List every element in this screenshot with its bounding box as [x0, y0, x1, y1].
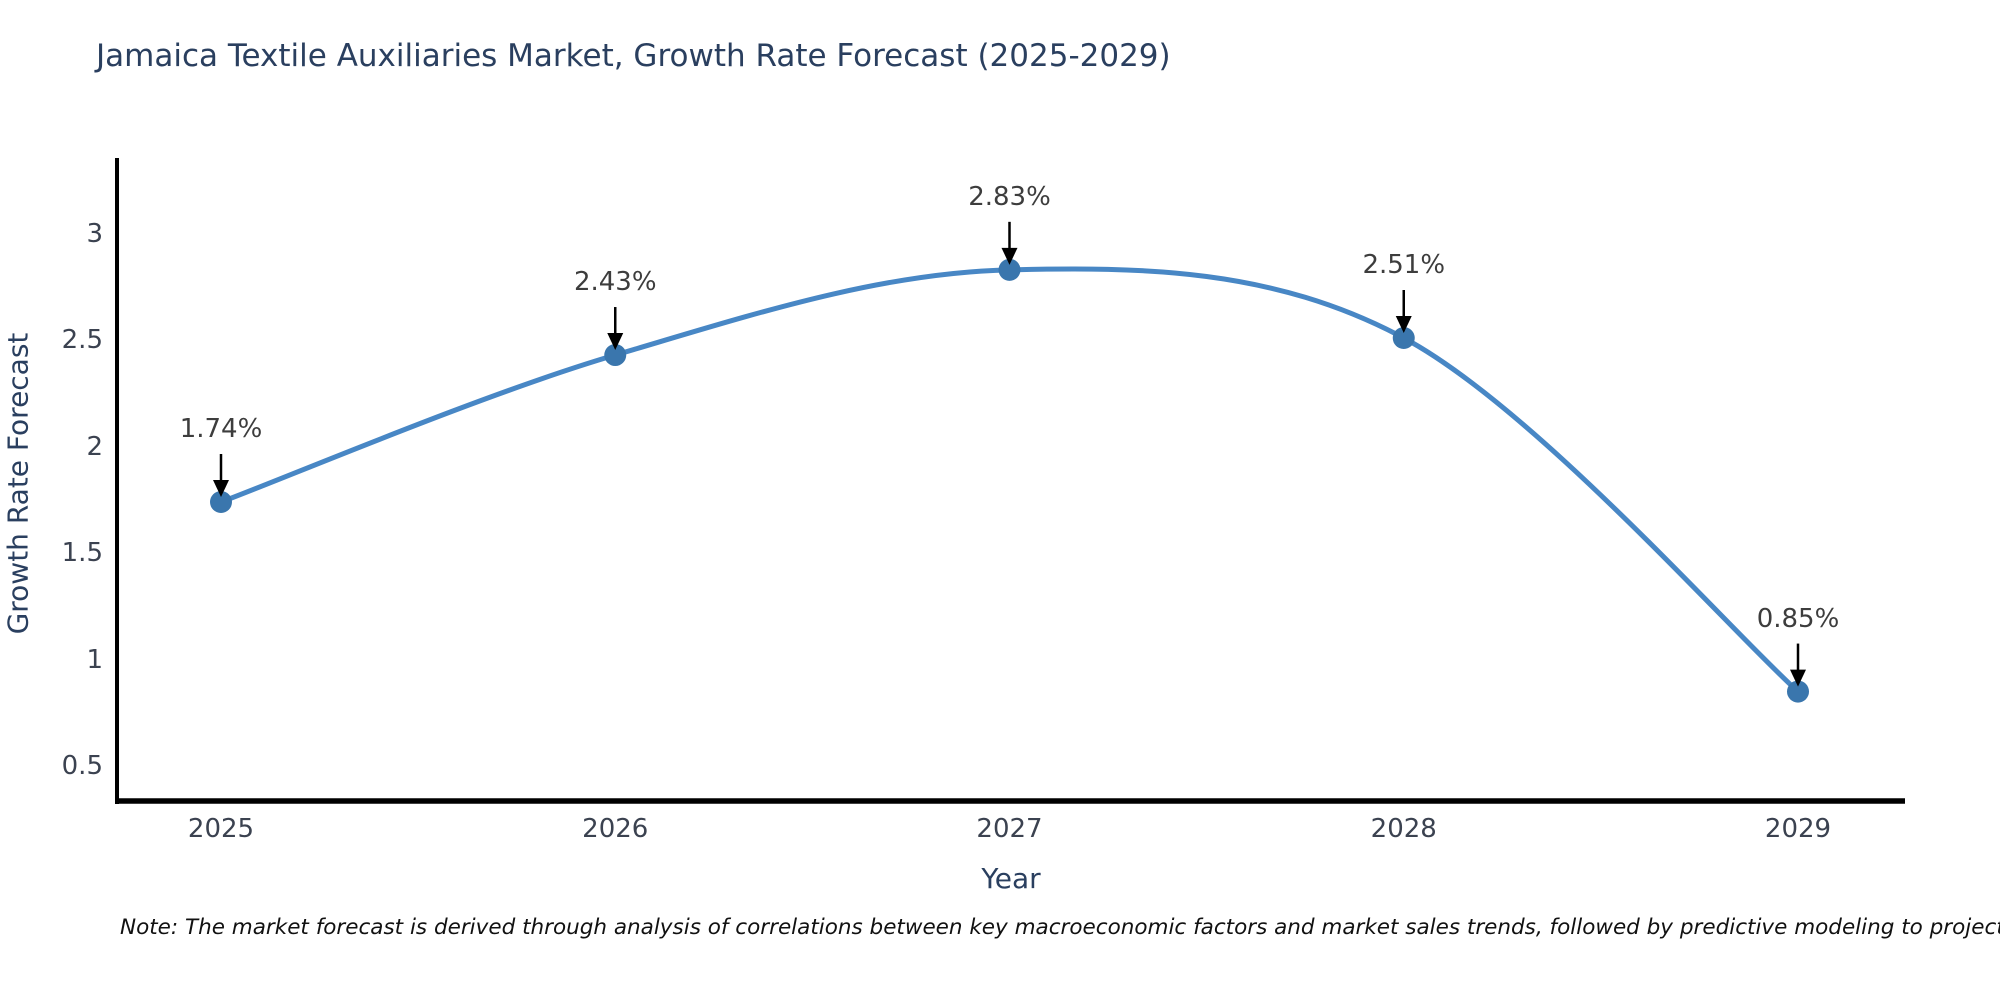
y-tick-label: 1.5 — [61, 538, 103, 569]
footnote: Note: The market forecast is derived thr… — [120, 915, 2000, 940]
data-point-marker — [1787, 680, 1809, 703]
chart-title: Jamaica Textile Auxiliaries Market, Grow… — [96, 38, 1171, 74]
y-tick-label: 2 — [86, 431, 103, 462]
x-axis-title: Year — [981, 862, 1041, 895]
annotation-arrow-head — [213, 480, 229, 497]
data-point-marker — [998, 258, 1021, 281]
data-point-marker — [210, 491, 232, 513]
forecast-line — [220, 266, 1800, 694]
y-tick-label: 2.5 — [61, 325, 103, 356]
x-tick-label: 2025 — [187, 814, 255, 844]
data-point-marker — [1392, 326, 1415, 349]
data-point-value-label: 0.85% — [1756, 603, 1840, 634]
y-tick-label: 1 — [86, 644, 103, 675]
data-point-value-label: 1.74% — [179, 414, 263, 444]
y-tick-label: 3 — [86, 218, 103, 249]
annotation-arrow-head — [607, 333, 624, 351]
x-tick-label: 2026 — [582, 814, 649, 844]
annotation-arrow-head — [1395, 315, 1412, 333]
x-tick-label: 2029 — [1764, 814, 1832, 844]
data-point-value-label: 2.43% — [573, 267, 657, 298]
annotation-arrow-head — [1001, 247, 1018, 265]
y-axis-title: Growth Rate Forecast — [1, 332, 35, 635]
x-tick-label: 2027 — [976, 814, 1043, 844]
data-point-value-label: 2.83% — [968, 181, 1051, 212]
annotation-arrow-head — [1790, 669, 1806, 687]
x-tick-label: 2028 — [1370, 814, 1437, 844]
y-tick-label: 0.5 — [61, 751, 103, 782]
data-point-marker — [604, 344, 627, 367]
data-point-value-label: 2.51% — [1362, 249, 1446, 280]
